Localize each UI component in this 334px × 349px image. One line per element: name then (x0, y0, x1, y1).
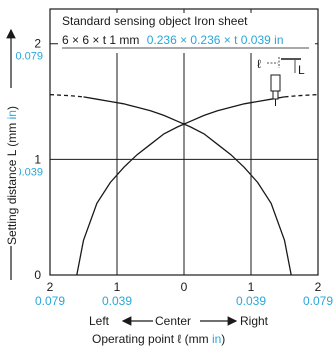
direction-right: Right (240, 314, 269, 328)
y-axis-title-unit: in (5, 110, 19, 119)
y-tick-label-1: 1 (34, 152, 41, 166)
curves (49, 93, 319, 276)
y-axis-title: Setting distance L (mm in) (5, 106, 19, 245)
plot-frame (49, 8, 319, 276)
annotation-background (58, 13, 315, 53)
sensor-diagram: ℓ L (257, 57, 305, 106)
annotation-line2: 6 × 6 × t 1 mm 0.236 × 0.236 × t 0.039 i… (62, 33, 284, 47)
y-tick-label-2: 2 (34, 37, 41, 51)
x-tick-label-in-1: 0.039 (102, 294, 132, 308)
y-axis-title-bg (4, 88, 19, 246)
series-1-dashed (49, 93, 84, 98)
diagram-l-label: ℓ (257, 57, 261, 71)
diagram-L-label: L (298, 63, 305, 77)
x-tick-label-in-0: 0.079 (35, 294, 65, 308)
x-axis-title: Operating point ℓ (mm in) (92, 332, 225, 346)
y-tick-label-0: 0 (34, 268, 41, 282)
y-axis-title-main: Setting distance L (mm (5, 119, 19, 245)
annotation-box: Standard sensing object Iron sheet 6 × 6… (58, 13, 315, 53)
y-tick-label-in-2: 0.079 (15, 51, 43, 63)
x-tick-label-4: 2 (315, 280, 322, 294)
direction-center: Center (155, 314, 191, 328)
y-axis-title-group: Setting distance L (mm in) (4, 28, 19, 280)
series-1-line (83, 96, 292, 276)
annotation-line1: Standard sensing object Iron sheet (62, 14, 248, 28)
x-tick-label-in-4: 0.079 (303, 294, 333, 308)
x-tick-label-1: 1 (114, 280, 121, 294)
x-axis-title-close: ) (221, 332, 225, 346)
x-tick-label-2: 0 (181, 280, 188, 294)
x-tick-label-3: 1 (248, 280, 255, 294)
y-axis-title-close: ) (5, 106, 19, 110)
y-tick-label-in-1: 0.039 (15, 166, 43, 178)
diagram-sensor-head (272, 90, 279, 100)
x-axis-title-main: Operating point ℓ (mm (92, 332, 212, 346)
x-axis-title-unit: in (212, 332, 221, 346)
direction-left: Left (89, 314, 110, 328)
direction-labels: Left Center Right (89, 314, 269, 328)
series-0-line (76, 96, 285, 276)
x-tick-label-0: 2 (47, 280, 54, 294)
series-0-dashed (284, 93, 319, 98)
diagram-sensor-body (270, 74, 281, 92)
y-tick-labels: 0 10.039 20.079 (15, 37, 43, 282)
x-tick-label-in-3: 0.039 (236, 294, 266, 308)
annotation-mm: 6 × 6 × t 1 mm (62, 33, 139, 47)
annotation-in: 0.236 × 0.236 × t 0.039 in (147, 33, 284, 47)
